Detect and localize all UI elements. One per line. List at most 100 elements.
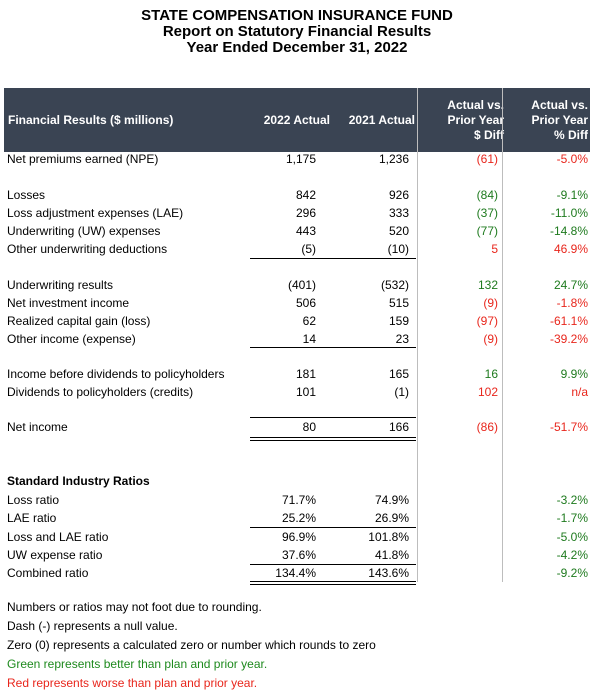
row-2022: 62 (302, 314, 316, 328)
total-rule-double (250, 437, 416, 438)
table-row: Loss adjustment expenses (LAE) 296 333 (… (0, 204, 594, 222)
table-row: LAE ratio 25.2% 26.9% -1.7% (0, 509, 594, 527)
row-label: UW expense ratio (7, 548, 103, 562)
row-label: Underwriting results (7, 278, 114, 292)
table-row: Losses 842 926 (84) -9.1% (0, 186, 594, 204)
row-diff: (84) (476, 188, 498, 202)
row-2022: 25.2% (281, 511, 316, 525)
row-label: Net investment income (7, 296, 130, 310)
row-pct: -11.0% (550, 206, 588, 220)
row-diff: (9) (483, 296, 498, 310)
row-diff: (9) (483, 332, 498, 346)
row-2022: 842 (295, 188, 316, 202)
row-2022: 1,175 (285, 152, 316, 166)
table-row: Loss and LAE ratio 96.9% 101.8% -5.0% (0, 528, 594, 546)
subtotal-rule (250, 527, 416, 528)
header-pct-diff-line2: Prior Year (531, 112, 588, 127)
table-row: Combined ratio 134.4% 143.6% -9.2% (0, 564, 594, 582)
header-2021-actual: 2021 Actual (348, 113, 415, 127)
row-pct: 24.7% (553, 278, 588, 292)
header-dollar-diff-line3: $ Diff (474, 127, 504, 142)
header-dollar-diff-line2: Prior Year (447, 112, 504, 127)
table-row: Other underwriting deductions (5) (10) 5… (0, 240, 594, 258)
row-2021: (10) (387, 242, 409, 256)
note-zero: Zero (0) represents a calculated zero or… (7, 638, 376, 652)
row-pct: 46.9% (553, 242, 588, 256)
total-rule-double (250, 440, 416, 441)
row-label: Other income (expense) (7, 332, 136, 346)
header-2022-actual: 2022 Actual (263, 113, 330, 127)
row-pct: 9.9% (560, 367, 588, 381)
row-2022: 506 (295, 296, 316, 310)
table-row: Other income (expense) 14 23 (9) -39.2% (0, 330, 594, 348)
row-2021: 101.8% (368, 530, 409, 544)
row-diff: 5 (491, 242, 498, 256)
table-row: Loss ratio 71.7% 74.9% -3.2% (0, 491, 594, 509)
table-row: Realized capital gain (loss) 62 159 (97)… (0, 312, 594, 330)
row-2022: (401) (287, 278, 316, 292)
row-pct: -3.2% (556, 493, 588, 507)
table-row: Net income 80 166 (86) -51.7% (0, 418, 594, 436)
row-pct: -9.2% (556, 566, 588, 580)
row-label: Other underwriting deductions (7, 242, 168, 256)
column-divider (502, 88, 503, 582)
header-pct-diff-line3: % Diff (554, 127, 588, 142)
note-red: Red represents worse than plan and prior… (7, 676, 258, 690)
table-header: Financial Results ($ millions) 2022 Actu… (4, 88, 590, 152)
row-2022: 134.4% (275, 566, 316, 580)
row-2021: 333 (388, 206, 409, 220)
table-row: Dividends to policyholders (credits) 101… (0, 383, 594, 401)
row-2021: 520 (388, 224, 409, 238)
row-2021: 143.6% (368, 566, 409, 580)
row-2021: 165 (388, 367, 409, 381)
row-2021: 23 (395, 332, 409, 346)
total-rule-double (250, 584, 416, 585)
row-label: Income before dividends to policyholders (7, 367, 225, 381)
row-diff: (77) (476, 224, 498, 238)
row-2021: 1,236 (378, 152, 409, 166)
row-label: Net premiums earned (NPE) (7, 152, 159, 166)
row-diff: (97) (476, 314, 498, 328)
row-pct: -61.1% (549, 314, 588, 328)
report-period: Year Ended December 31, 2022 (186, 39, 408, 56)
row-pct: -1.7% (556, 511, 588, 525)
row-label: Loss ratio (7, 493, 60, 507)
table-row: Underwriting (UW) expenses 443 520 (77) … (0, 222, 594, 240)
row-label: Underwriting (UW) expenses (7, 224, 161, 238)
subtotal-rule (250, 258, 416, 259)
row-pct: -5.0% (556, 530, 588, 544)
report-org-title: STATE COMPENSATION INSURANCE FUND (141, 7, 453, 24)
row-2021: 166 (388, 420, 409, 434)
row-diff: (37) (476, 206, 498, 220)
row-diff: 16 (484, 367, 498, 381)
table-row: Underwriting results (401) (532) 132 24.… (0, 276, 594, 294)
row-2022: 80 (302, 420, 316, 434)
row-2021: 26.9% (374, 511, 409, 525)
header-metric: Financial Results ($ millions) (8, 113, 174, 127)
table-row: Net premiums earned (NPE) 1,175 1,236 (6… (0, 150, 594, 168)
row-label: Loss and LAE ratio (7, 530, 109, 544)
row-2022: 14 (302, 332, 316, 346)
table-row: Net investment income 506 515 (9) -1.8% (0, 294, 594, 312)
row-2021: 515 (388, 296, 409, 310)
ratios-section-title: Standard Industry Ratios (0, 472, 594, 490)
row-2022: 37.6% (281, 548, 316, 562)
row-2022: (5) (301, 242, 316, 256)
row-label: Dividends to policyholders (credits) (7, 385, 194, 399)
row-diff: (61) (476, 152, 498, 166)
row-label: LAE ratio (7, 511, 57, 525)
header-pct-diff: Actual vs. Prior Year % Diff (508, 88, 588, 152)
row-pct: -1.8% (556, 296, 588, 310)
row-pct: n/a (571, 385, 588, 399)
header-dollar-diff-line1: Actual vs. (447, 97, 504, 112)
row-2022: 71.7% (281, 493, 316, 507)
row-2022: 101 (295, 385, 316, 399)
row-2021: 926 (388, 188, 409, 202)
note-rounding: Numbers or ratios may not foot due to ro… (7, 600, 262, 614)
row-pct: -5.0% (556, 152, 588, 166)
table-row: Income before dividends to policyholders… (0, 365, 594, 383)
total-rule-top (250, 417, 416, 418)
row-diff: 132 (477, 278, 498, 292)
row-label: Net income (7, 420, 68, 434)
row-pct: -14.8% (549, 224, 588, 238)
